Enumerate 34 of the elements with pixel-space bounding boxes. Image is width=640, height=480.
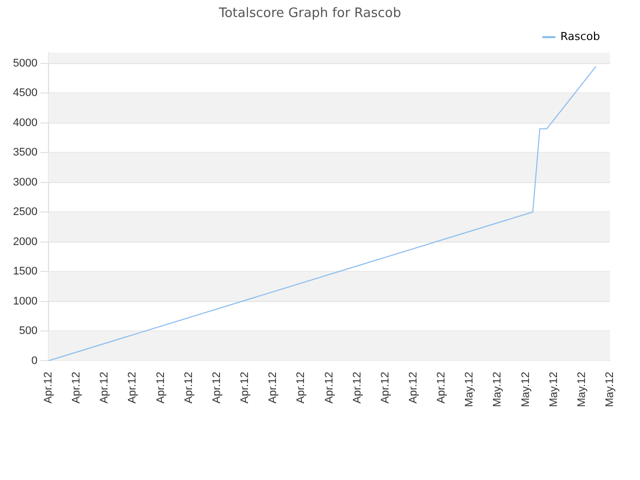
x-tick-label: May.12 <box>576 372 588 408</box>
x-tick-label: Apr.12 <box>70 372 83 404</box>
chart-title: Totalscore Graph for Rascob <box>218 6 402 22</box>
x-tick-label: Apr.12 <box>351 372 364 404</box>
x-tick-label: May.12 <box>520 372 532 408</box>
y-tick-label: 3000 <box>12 176 38 188</box>
x-tick-label: Apr.12 <box>267 372 280 404</box>
x-tick-label: Apr.12 <box>436 372 448 404</box>
y-tick-label: 500 <box>19 325 38 338</box>
x-tick-label: May.12 <box>492 372 504 408</box>
x-tick-label: Apr.12 <box>323 372 336 404</box>
x-tick-label: Apr.12 <box>154 372 167 404</box>
x-tick-label: Apr.12 <box>295 372 308 404</box>
legend-label: Rascob <box>560 30 600 43</box>
y-tick-label: 3500 <box>12 146 38 159</box>
y-tick-label: 5000 <box>12 57 38 70</box>
y-tick-label: 2000 <box>12 236 38 248</box>
y-tick-label: 4500 <box>12 87 38 100</box>
x-tick-label: Apr.12 <box>210 372 223 404</box>
x-tick-label: Apr.12 <box>182 372 195 404</box>
x-tick-label: May.12 <box>604 372 616 408</box>
x-tick-label: Apr.12 <box>98 372 111 404</box>
y-tick-label: 0 <box>31 354 38 367</box>
y-tick-label: 1000 <box>12 295 38 308</box>
y-tick-label: 2500 <box>12 206 38 218</box>
x-tick-label: Apr.12 <box>42 372 54 404</box>
y-tick-label: 4000 <box>12 116 38 129</box>
x-tick-label: May.12 <box>464 372 476 408</box>
x-tick-label: Apr.12 <box>239 372 252 404</box>
x-tick-label: May.12 <box>548 372 560 408</box>
x-tick-label: Apr.12 <box>379 372 392 404</box>
y-tick-label: 1500 <box>12 266 38 278</box>
x-tick-label: Apr.12 <box>126 372 139 404</box>
x-tick-label: Apr.12 <box>407 372 420 404</box>
